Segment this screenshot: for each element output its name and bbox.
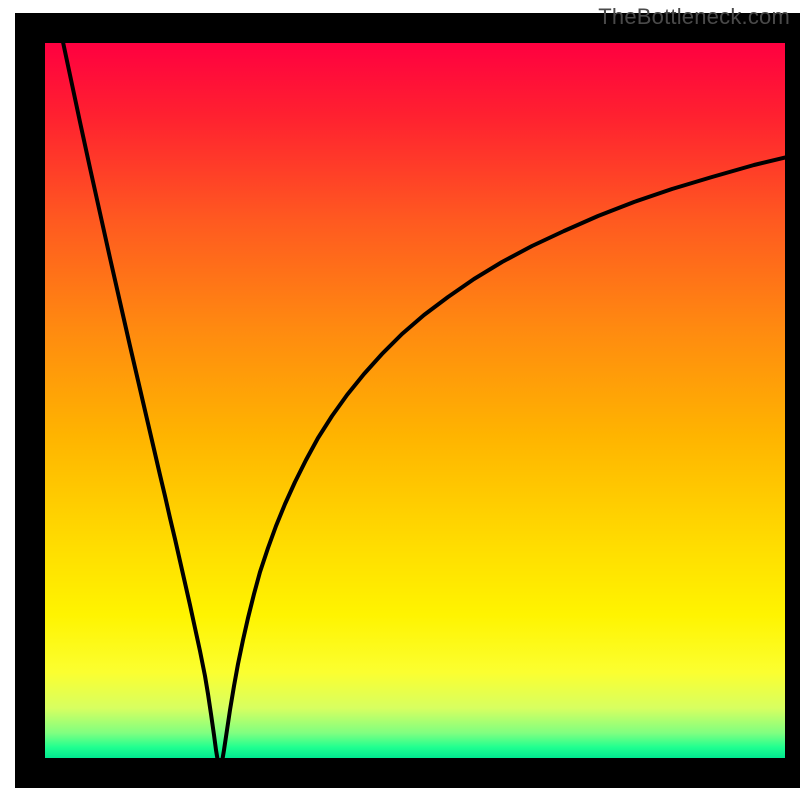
attribution-link[interactable]: TheBottleneck.com [598,4,790,30]
plot-background [45,43,785,758]
chart-svg [0,0,800,800]
bottleneck-chart [0,0,800,800]
